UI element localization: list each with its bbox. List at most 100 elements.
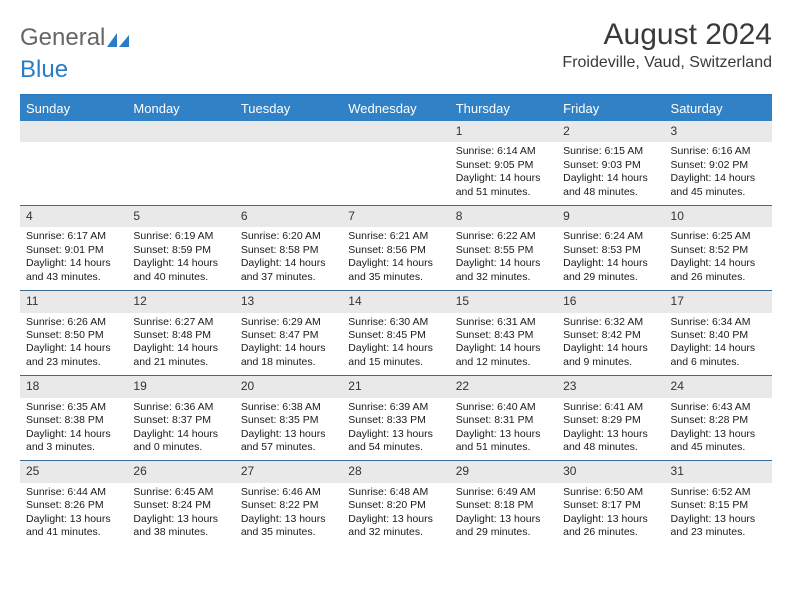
- day-number: 14: [342, 291, 449, 312]
- daylight-line-1: Daylight: 14 hours: [563, 172, 658, 185]
- day-number: 3: [665, 121, 772, 142]
- daylight-line-1: Daylight: 14 hours: [26, 257, 121, 270]
- daylight-line-2: and 9 minutes.: [563, 356, 658, 369]
- sunset-line: Sunset: 8:50 PM: [26, 329, 121, 342]
- day-details: [235, 142, 342, 151]
- calendar-day: 25Sunrise: 6:44 AMSunset: 8:26 PMDayligh…: [20, 461, 127, 545]
- daylight-line-2: and 40 minutes.: [133, 271, 228, 284]
- day-details: Sunrise: 6:34 AMSunset: 8:40 PMDaylight:…: [665, 313, 772, 376]
- calendar-week: 1Sunrise: 6:14 AMSunset: 9:05 PMDaylight…: [20, 121, 772, 205]
- daylight-line-1: Daylight: 13 hours: [671, 428, 766, 441]
- sunset-line: Sunset: 8:53 PM: [563, 244, 658, 257]
- daylight-line-2: and 51 minutes.: [456, 441, 551, 454]
- daylight-line-1: Daylight: 14 hours: [671, 172, 766, 185]
- daylight-line-1: Daylight: 14 hours: [26, 428, 121, 441]
- day-number: 24: [665, 376, 772, 397]
- sunrise-line: Sunrise: 6:43 AM: [671, 401, 766, 414]
- sunrise-line: Sunrise: 6:14 AM: [456, 145, 551, 158]
- day-number: 25: [20, 461, 127, 482]
- day-details: Sunrise: 6:32 AMSunset: 8:42 PMDaylight:…: [557, 313, 664, 376]
- daylight-line-2: and 32 minutes.: [456, 271, 551, 284]
- sunset-line: Sunset: 8:43 PM: [456, 329, 551, 342]
- daylight-line-2: and 23 minutes.: [671, 526, 766, 539]
- day-details: Sunrise: 6:45 AMSunset: 8:24 PMDaylight:…: [127, 483, 234, 546]
- day-details: Sunrise: 6:19 AMSunset: 8:59 PMDaylight:…: [127, 227, 234, 290]
- daylight-line-1: Daylight: 13 hours: [241, 513, 336, 526]
- dow-saturday: Saturday: [665, 96, 772, 121]
- day-number: 16: [557, 291, 664, 312]
- daylight-line-1: Daylight: 14 hours: [133, 428, 228, 441]
- sunrise-line: Sunrise: 6:27 AM: [133, 316, 228, 329]
- sunset-line: Sunset: 8:22 PM: [241, 499, 336, 512]
- calendar-day: 2Sunrise: 6:15 AMSunset: 9:03 PMDaylight…: [557, 121, 664, 205]
- sunset-line: Sunset: 9:03 PM: [563, 159, 658, 172]
- sunset-line: Sunset: 8:48 PM: [133, 329, 228, 342]
- daylight-line-2: and 57 minutes.: [241, 441, 336, 454]
- calendar-day: [342, 121, 449, 205]
- day-details: Sunrise: 6:15 AMSunset: 9:03 PMDaylight:…: [557, 142, 664, 205]
- daylight-line-1: Daylight: 13 hours: [563, 513, 658, 526]
- day-details: Sunrise: 6:41 AMSunset: 8:29 PMDaylight:…: [557, 398, 664, 461]
- daylight-line-1: Daylight: 13 hours: [241, 428, 336, 441]
- daylight-line-1: Daylight: 13 hours: [456, 513, 551, 526]
- day-number: [127, 121, 234, 142]
- sunrise-line: Sunrise: 6:15 AM: [563, 145, 658, 158]
- sunrise-line: Sunrise: 6:17 AM: [26, 230, 121, 243]
- daylight-line-2: and 45 minutes.: [671, 186, 766, 199]
- daylight-line-2: and 3 minutes.: [26, 441, 121, 454]
- title-block: August 2024 Froideville, Vaud, Switzerla…: [562, 18, 772, 72]
- day-number: [235, 121, 342, 142]
- sunrise-line: Sunrise: 6:46 AM: [241, 486, 336, 499]
- calendar-title: August 2024: [562, 18, 772, 52]
- day-number: 21: [342, 376, 449, 397]
- calendar-day: 12Sunrise: 6:27 AMSunset: 8:48 PMDayligh…: [127, 291, 234, 375]
- calendar-day: 17Sunrise: 6:34 AMSunset: 8:40 PMDayligh…: [665, 291, 772, 375]
- day-details: Sunrise: 6:44 AMSunset: 8:26 PMDaylight:…: [20, 483, 127, 546]
- calendar-day: 30Sunrise: 6:50 AMSunset: 8:17 PMDayligh…: [557, 461, 664, 545]
- sunset-line: Sunset: 8:29 PM: [563, 414, 658, 427]
- daylight-line-1: Daylight: 14 hours: [348, 342, 443, 355]
- day-details: Sunrise: 6:35 AMSunset: 8:38 PMDaylight:…: [20, 398, 127, 461]
- sunrise-line: Sunrise: 6:25 AM: [671, 230, 766, 243]
- calendar-day: 4Sunrise: 6:17 AMSunset: 9:01 PMDaylight…: [20, 206, 127, 290]
- daylight-line-1: Daylight: 13 hours: [456, 428, 551, 441]
- daylight-line-1: Daylight: 13 hours: [348, 513, 443, 526]
- daylight-line-1: Daylight: 14 hours: [456, 172, 551, 185]
- day-details: Sunrise: 6:39 AMSunset: 8:33 PMDaylight:…: [342, 398, 449, 461]
- logo-text-1: General: [20, 24, 105, 52]
- day-details: Sunrise: 6:36 AMSunset: 8:37 PMDaylight:…: [127, 398, 234, 461]
- sunrise-line: Sunrise: 6:21 AM: [348, 230, 443, 243]
- day-details: Sunrise: 6:22 AMSunset: 8:55 PMDaylight:…: [450, 227, 557, 290]
- sunset-line: Sunset: 9:02 PM: [671, 159, 766, 172]
- daylight-line-2: and 12 minutes.: [456, 356, 551, 369]
- sunrise-line: Sunrise: 6:36 AM: [133, 401, 228, 414]
- day-number: 8: [450, 206, 557, 227]
- daylight-line-1: Daylight: 14 hours: [241, 342, 336, 355]
- sunrise-line: Sunrise: 6:38 AM: [241, 401, 336, 414]
- sunset-line: Sunset: 8:56 PM: [348, 244, 443, 257]
- day-number: 4: [20, 206, 127, 227]
- sunrise-line: Sunrise: 6:32 AM: [563, 316, 658, 329]
- day-number: 10: [665, 206, 772, 227]
- daylight-line-2: and 23 minutes.: [26, 356, 121, 369]
- sunrise-line: Sunrise: 6:20 AM: [241, 230, 336, 243]
- daylight-line-2: and 26 minutes.: [563, 526, 658, 539]
- sunrise-line: Sunrise: 6:35 AM: [26, 401, 121, 414]
- daylight-line-2: and 48 minutes.: [563, 441, 658, 454]
- calendar-day: 20Sunrise: 6:38 AMSunset: 8:35 PMDayligh…: [235, 376, 342, 460]
- day-number: 27: [235, 461, 342, 482]
- sunrise-line: Sunrise: 6:29 AM: [241, 316, 336, 329]
- brand-logo: General: [20, 18, 129, 52]
- day-number: 31: [665, 461, 772, 482]
- sunrise-line: Sunrise: 6:50 AM: [563, 486, 658, 499]
- day-details: Sunrise: 6:20 AMSunset: 8:58 PMDaylight:…: [235, 227, 342, 290]
- sunrise-line: Sunrise: 6:31 AM: [456, 316, 551, 329]
- daylight-line-1: Daylight: 14 hours: [671, 257, 766, 270]
- sunrise-line: Sunrise: 6:48 AM: [348, 486, 443, 499]
- day-number: 29: [450, 461, 557, 482]
- calendar-day: 15Sunrise: 6:31 AMSunset: 8:43 PMDayligh…: [450, 291, 557, 375]
- calendar-day: 18Sunrise: 6:35 AMSunset: 8:38 PMDayligh…: [20, 376, 127, 460]
- day-details: Sunrise: 6:29 AMSunset: 8:47 PMDaylight:…: [235, 313, 342, 376]
- calendar-week: 11Sunrise: 6:26 AMSunset: 8:50 PMDayligh…: [20, 290, 772, 375]
- sunset-line: Sunset: 8:55 PM: [456, 244, 551, 257]
